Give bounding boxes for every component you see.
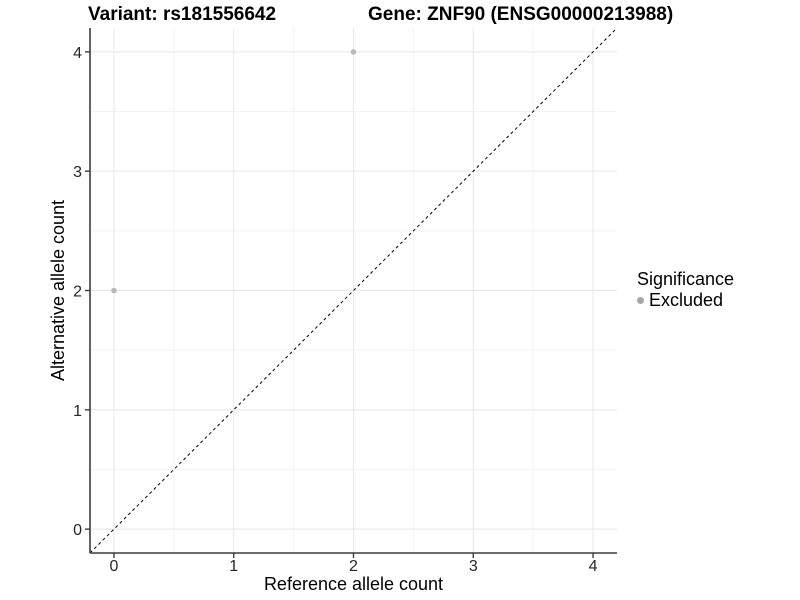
legend-title: Significance: [637, 269, 735, 289]
y-tick-label: 1: [73, 403, 82, 420]
gene-title: Gene: ZNF90 (ENSG00000213988): [368, 4, 674, 25]
x-tick-label: 0: [110, 558, 119, 575]
legend-item-label: Excluded: [649, 290, 724, 310]
variant-title: Variant: rs181556642: [88, 4, 277, 25]
x-tick-label: 1: [229, 558, 238, 575]
x-axis-title: Reference allele count: [264, 574, 443, 594]
legend: Significance Excluded: [637, 269, 734, 311]
y-axis-title: Alternative allele count: [48, 200, 68, 381]
y-tick-label: 0: [73, 522, 82, 539]
y-tick-label: 2: [73, 284, 82, 301]
data-point: [111, 287, 117, 294]
data-point: [350, 49, 357, 55]
y-tick-label: 3: [73, 164, 82, 181]
x-tick-label: 4: [589, 558, 598, 575]
x-tick-label: 3: [469, 558, 478, 575]
excluded-point-icon: [637, 297, 644, 304]
y-tick-label: 4: [73, 45, 82, 62]
legend-item-excluded: Excluded: [637, 290, 734, 311]
identity-line: [89, 27, 618, 554]
x-tick-label: 2: [349, 558, 358, 575]
